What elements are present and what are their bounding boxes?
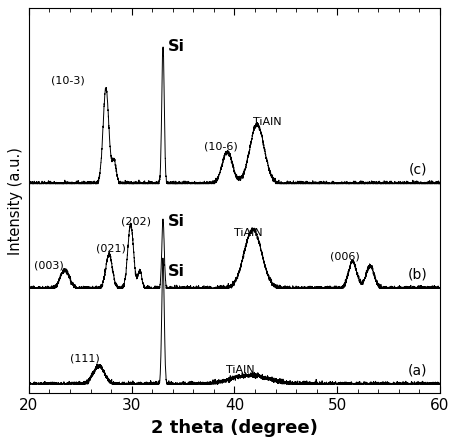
Text: TiAlN: TiAlN xyxy=(234,228,263,239)
Text: Si: Si xyxy=(168,264,185,279)
Text: (10-3): (10-3) xyxy=(51,76,85,86)
Text: (c): (c) xyxy=(409,163,428,177)
Text: (003): (003) xyxy=(34,260,64,270)
Y-axis label: Intensity (a.u.): Intensity (a.u.) xyxy=(8,147,23,255)
Text: (b): (b) xyxy=(408,267,428,282)
Text: (021): (021) xyxy=(96,243,125,253)
Text: (a): (a) xyxy=(408,363,428,377)
Text: (006): (006) xyxy=(330,251,360,261)
Text: Si: Si xyxy=(168,214,185,229)
Text: (111): (111) xyxy=(70,354,100,364)
Text: Si: Si xyxy=(168,39,185,54)
Text: TiAlN: TiAlN xyxy=(226,365,255,375)
Text: TiAlN: TiAlN xyxy=(253,117,282,127)
Text: (202): (202) xyxy=(121,217,152,227)
X-axis label: 2 theta (degree): 2 theta (degree) xyxy=(151,419,318,437)
Text: (10-6): (10-6) xyxy=(204,142,237,152)
